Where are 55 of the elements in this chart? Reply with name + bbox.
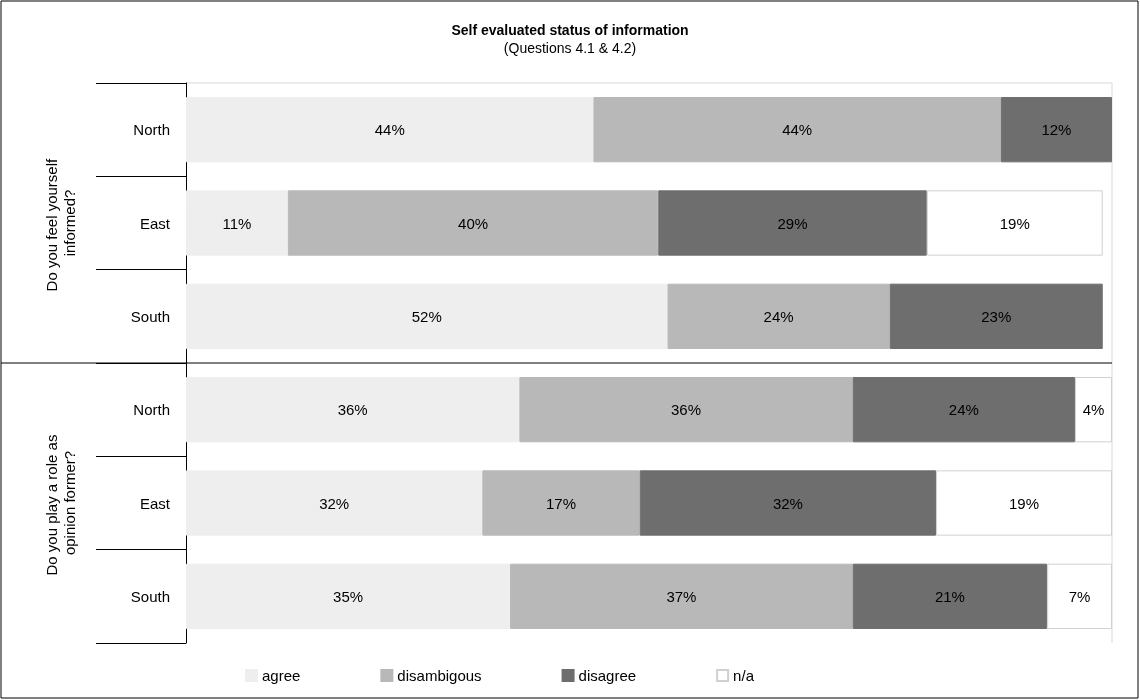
data-label: 37%	[666, 587, 697, 605]
data-label: 19%	[1009, 494, 1040, 512]
y-tick-label: North	[133, 401, 170, 419]
bar	[593, 97, 1001, 163]
text: Do you play a role as opinion former?	[42, 430, 78, 576]
data-label: 23%	[981, 307, 1012, 325]
legend-label: disagree	[578, 667, 637, 684]
data-label: 32%	[319, 494, 350, 512]
data-label: 36%	[337, 401, 368, 419]
data-label: 17%	[546, 494, 577, 512]
data-label: 7%	[1068, 587, 1091, 605]
bar	[667, 283, 890, 349]
data-label: 11%	[222, 214, 252, 232]
data-label: 32%	[772, 494, 803, 512]
y-tick-label: East	[139, 214, 171, 232]
bar	[186, 283, 668, 349]
bar	[658, 190, 927, 256]
bar	[510, 563, 853, 629]
bar	[186, 377, 520, 443]
bar	[186, 190, 288, 256]
data-label: 24%	[948, 401, 979, 419]
data-label: 12%	[1041, 121, 1072, 139]
legend-label: n/a	[733, 667, 755, 684]
bar	[1000, 97, 1112, 163]
data-label: 44%	[374, 121, 405, 139]
bar	[482, 470, 640, 536]
data-label: 40%	[458, 214, 489, 232]
bar	[889, 283, 1103, 349]
bar	[852, 563, 1048, 629]
y-tick-label: North	[133, 121, 170, 139]
bar	[639, 470, 937, 536]
legend-label: agree	[262, 667, 301, 684]
bar	[519, 377, 853, 443]
data-label: 19%	[999, 214, 1030, 232]
bar	[852, 377, 1075, 443]
data-label: 4%	[1082, 401, 1105, 419]
data-label: 29%	[777, 214, 808, 232]
text: Do you feel yourself informed?	[42, 154, 78, 292]
y-tick-label: East	[139, 494, 171, 512]
chart-title: Self evaluated status of information	[451, 22, 689, 38]
y-tick-label: South	[130, 307, 170, 325]
data-label: 24%	[763, 307, 794, 325]
bar	[926, 190, 1103, 256]
data-label: 36%	[671, 401, 702, 419]
bar	[186, 97, 594, 163]
data-label: 35%	[333, 587, 364, 605]
bar	[186, 470, 483, 536]
data-label: 44%	[782, 121, 813, 139]
chart-subtitle: (Questions 4.1 & 4.2)	[503, 40, 637, 56]
data-label: 52%	[411, 307, 442, 325]
y-tick-label: South	[130, 587, 170, 605]
data-label: 21%	[934, 587, 965, 605]
bar	[186, 563, 511, 629]
legend-label: disambigous	[397, 667, 482, 684]
bar	[287, 190, 659, 256]
